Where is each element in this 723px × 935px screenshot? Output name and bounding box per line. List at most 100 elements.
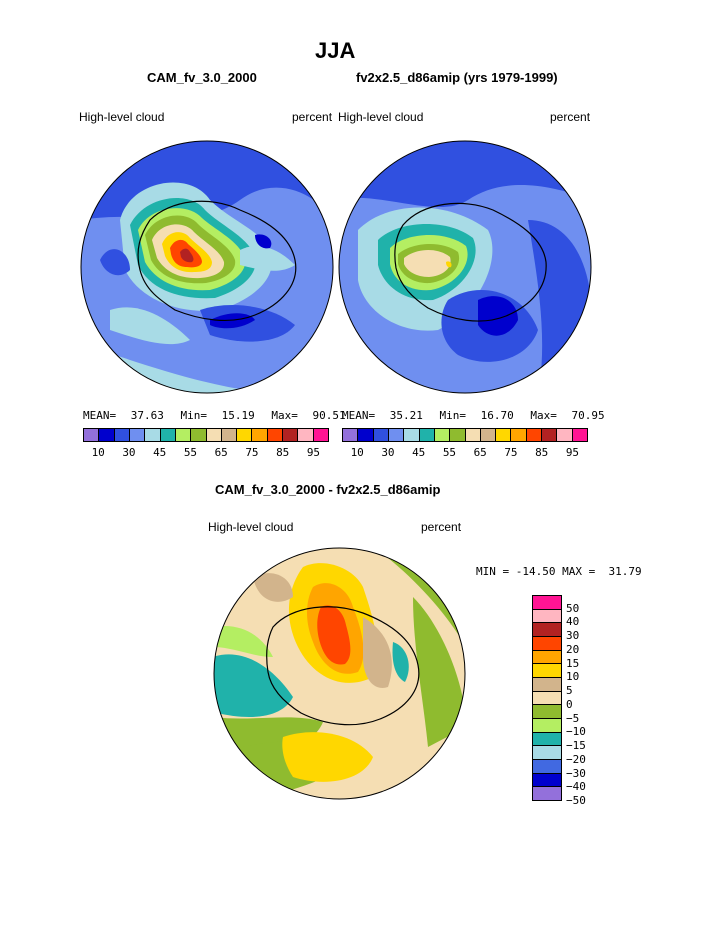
colorbar-swatch xyxy=(533,596,561,610)
colorbar-tick-label: 0 xyxy=(566,697,573,711)
colorbar-tick-label: 65 xyxy=(214,446,228,459)
colorbar-swatch xyxy=(419,429,435,441)
colorbar-tick-label: 55 xyxy=(183,446,198,459)
colorbar-tick-label: 75 xyxy=(245,446,259,459)
colorbar-swatch xyxy=(533,773,561,788)
colorbar-swatch xyxy=(252,429,268,441)
colorbar-swatch xyxy=(313,429,328,441)
left-polar-map xyxy=(80,140,334,394)
colorbar-tick-label: 55 xyxy=(442,446,457,459)
colorbar-tick-label: 10 xyxy=(350,446,364,459)
colorbar-swatch xyxy=(450,429,466,441)
difference-variable-label: High-level cloud xyxy=(208,520,294,534)
colorbar-tick-label: 10 xyxy=(566,670,580,684)
colorbar-swatch xyxy=(298,429,314,441)
left-max-value: 90.51 xyxy=(312,409,346,422)
colorbar-swatch xyxy=(557,429,573,441)
right-panel-variable-label: High-level cloud xyxy=(338,110,424,124)
left-panel-stats: MEAN= 37.63 Min= 15.19 Max= 90.51 xyxy=(83,409,346,422)
colorbar-tick-label: 30 xyxy=(381,446,395,459)
colorbar-swatch xyxy=(191,429,207,441)
colorbar-tick-label: 20 xyxy=(566,642,580,656)
colorbar-swatch xyxy=(129,429,146,441)
right-panel-units-label: percent xyxy=(550,110,591,124)
colorbar-swatch xyxy=(434,429,451,441)
right-max-value: 70.95 xyxy=(571,409,605,422)
colorbar-swatch xyxy=(526,429,543,441)
colorbar-swatch xyxy=(533,732,561,747)
colorbar-tick-label: 45 xyxy=(412,446,426,459)
right-min-label: Min= xyxy=(439,409,467,422)
right-max-label: Max= xyxy=(530,409,557,422)
page-title: JJA xyxy=(315,38,356,63)
colorbar-tick-label: −15 xyxy=(566,739,586,753)
colorbar-swatch xyxy=(533,650,561,665)
colorbar-swatch xyxy=(533,664,561,679)
colorbar-tick-label: 15 xyxy=(566,656,580,670)
colorbar-swatch xyxy=(221,429,238,441)
difference-polar-map xyxy=(213,547,466,800)
colorbar-tick-label: −50 xyxy=(566,794,586,807)
colorbar-swatch xyxy=(283,429,299,441)
colorbar-swatch xyxy=(114,429,130,441)
colorbar-tick-label: 85 xyxy=(535,446,549,459)
colorbar-tick-label: 30 xyxy=(566,629,580,643)
colorbar-tick-label: −20 xyxy=(566,752,586,766)
left-mean-label: MEAN= xyxy=(83,409,117,422)
left-min-value: 15.19 xyxy=(221,409,255,422)
colorbar-swatch xyxy=(99,429,115,441)
colorbar-swatch xyxy=(533,623,561,638)
colorbar-swatch xyxy=(388,429,405,441)
colorbar-swatch xyxy=(542,429,558,441)
right-panel-stats: MEAN= 35.21 Min= 16.70 Max= 70.95 xyxy=(342,409,605,422)
difference-title: CAM_fv_3.0_2000 - fv2x2.5_d86amip xyxy=(215,482,441,497)
colorbar-swatch xyxy=(237,429,253,441)
left-colorbar xyxy=(83,428,329,442)
colorbar-swatch xyxy=(84,429,100,441)
colorbar-swatch xyxy=(533,746,561,761)
colorbar-swatch xyxy=(533,719,561,733)
colorbar-swatch xyxy=(533,760,561,774)
colorbar-tick-label: 95 xyxy=(306,446,321,459)
colorbar-swatch xyxy=(511,429,527,441)
colorbar-swatch xyxy=(533,609,561,624)
difference-units-label: percent xyxy=(421,520,462,534)
left-panel-title: CAM_fv_3.0_2000 xyxy=(147,70,257,85)
colorbar-swatch xyxy=(145,429,161,441)
colorbar-swatch xyxy=(358,429,374,441)
colorbar-tick-label: 30 xyxy=(122,446,136,459)
colorbar-tick-label: −30 xyxy=(566,766,586,780)
right-panel-title: fv2x2.5_d86amip (yrs 1979-1999) xyxy=(356,70,558,85)
colorbar-swatch xyxy=(267,429,284,441)
colorbar-tick-label: 75 xyxy=(504,446,518,459)
right-mean-value: 35.21 xyxy=(389,409,423,422)
colorbar-swatch xyxy=(465,429,481,441)
colorbar-swatch xyxy=(404,429,420,441)
colorbar-tick-label: 50 xyxy=(566,601,580,615)
colorbar-tick-label: 95 xyxy=(565,446,580,459)
difference-colorbar xyxy=(532,595,562,801)
colorbar-tick-label: −5 xyxy=(566,711,580,725)
colorbar-swatch xyxy=(572,429,587,441)
colorbar-swatch xyxy=(533,787,561,801)
colorbar-swatch xyxy=(533,691,561,706)
colorbar-swatch xyxy=(160,429,176,441)
colorbar-tick-label: 65 xyxy=(473,446,487,459)
colorbar-tick-label: −10 xyxy=(566,725,586,739)
difference-min-max: MIN = -14.50 MAX = 31.79 xyxy=(476,565,642,578)
right-colorbar xyxy=(342,428,588,442)
colorbar-tick-label: 45 xyxy=(153,446,167,459)
colorbar-tick-label: 5 xyxy=(566,684,573,698)
colorbar-tick-label: −40 xyxy=(566,780,586,794)
colorbar-swatch xyxy=(175,429,192,441)
left-panel-units-label: percent xyxy=(292,110,333,124)
colorbar-swatch xyxy=(373,429,389,441)
colorbar-tick-label: 40 xyxy=(566,615,580,629)
colorbar-tick-label: 10 xyxy=(91,446,105,459)
left-mean-value: 37.63 xyxy=(130,409,164,422)
right-mean-label: MEAN= xyxy=(342,409,376,422)
colorbar-swatch xyxy=(343,429,359,441)
right-min-value: 16.70 xyxy=(480,409,514,422)
right-polar-map xyxy=(338,140,592,394)
left-min-label: Min= xyxy=(180,409,208,422)
